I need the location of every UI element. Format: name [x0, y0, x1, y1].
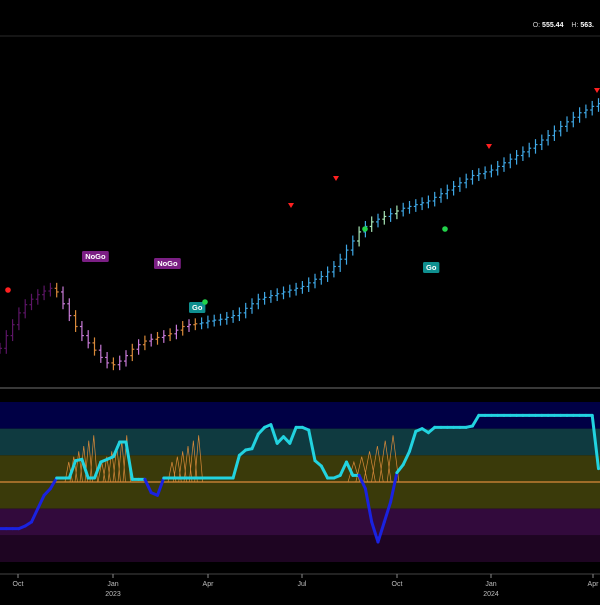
month-tick-label: Apr	[203, 581, 215, 588]
open-value: 555.44	[542, 22, 563, 29]
year-tick-label: 2023	[105, 591, 121, 598]
month-tick-label: Jan	[485, 581, 496, 588]
month-tick-label: Apr	[588, 581, 600, 588]
bearish-dot-marker	[5, 287, 11, 293]
signal-label-text: NoGo	[157, 259, 178, 268]
month-tick-label: Jan	[107, 581, 118, 588]
year-tick-label: 2024	[483, 591, 499, 598]
high-label: H:	[571, 22, 578, 29]
nogo-label: NoGo	[154, 258, 181, 269]
signal-label-text: Go	[426, 263, 437, 272]
ohlc-readout: O: 555.44 H: 563.	[533, 22, 600, 29]
bullish-dot-marker	[442, 226, 448, 232]
open-label: O:	[533, 22, 540, 29]
nogo-label: NoGo	[82, 251, 109, 262]
bullish-dot-marker	[202, 299, 208, 305]
month-tick-label: Oct	[392, 581, 403, 588]
oscillator-band	[0, 535, 600, 562]
oscillator-band	[0, 509, 600, 536]
high-value: 563.	[580, 22, 594, 29]
month-tick-label: Oct	[13, 581, 24, 588]
signal-label-text: Go	[192, 303, 203, 312]
month-tick-label: Jul	[298, 581, 307, 588]
signal-label-text: NoGo	[85, 252, 106, 261]
go-label: Go	[423, 262, 439, 273]
bullish-dot-marker	[362, 226, 368, 232]
oscillator-band	[0, 482, 600, 509]
